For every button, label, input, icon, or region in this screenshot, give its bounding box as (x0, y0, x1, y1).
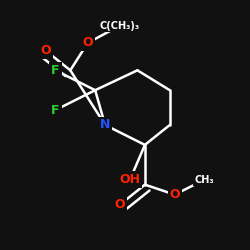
Text: F: F (51, 104, 60, 117)
Text: O: O (115, 198, 125, 211)
Text: O: O (82, 36, 93, 50)
Text: C(CH₃)₃: C(CH₃)₃ (100, 20, 140, 30)
Text: O: O (40, 44, 51, 57)
Text: O: O (170, 188, 180, 201)
Text: N: N (100, 118, 110, 132)
Text: CH₃: CH₃ (195, 175, 214, 185)
Text: F: F (51, 64, 60, 77)
Text: OH: OH (120, 173, 141, 186)
